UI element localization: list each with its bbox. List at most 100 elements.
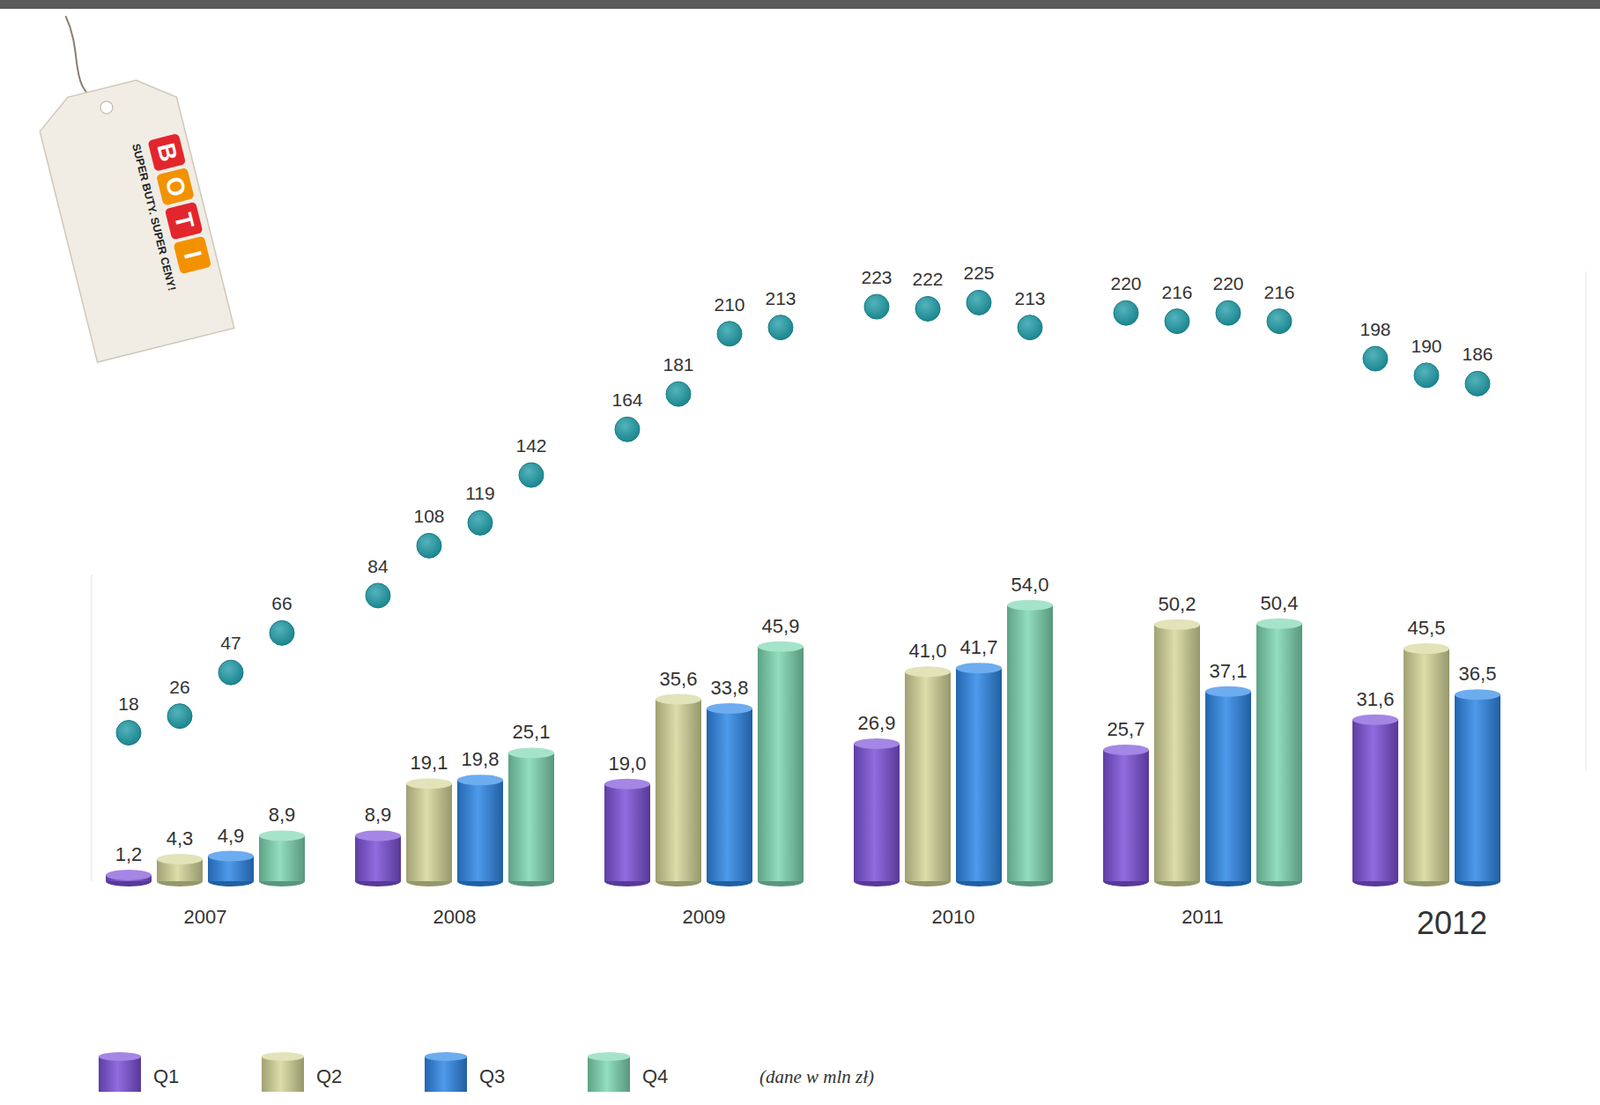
bar-label: 8,9 — [268, 803, 297, 826]
legend-swatch-top — [98, 1051, 141, 1061]
bar-label: 4,9 — [217, 824, 245, 847]
dot — [167, 703, 193, 729]
bar-label: 19,8 — [461, 748, 500, 771]
bar-body — [508, 752, 555, 882]
bar-top — [508, 747, 555, 758]
bar-label: 19,0 — [608, 752, 647, 775]
bar-top — [259, 829, 305, 841]
bar-label: 50,2 — [1158, 592, 1197, 615]
bar — [853, 738, 900, 887]
bar — [1256, 618, 1303, 887]
dot-label: 216 — [1263, 281, 1295, 303]
bar-body — [1256, 623, 1303, 882]
bar — [105, 869, 152, 887]
bar — [904, 666, 951, 887]
dot — [269, 620, 295, 645]
dot-label: 213 — [1014, 288, 1045, 309]
bar — [1454, 688, 1501, 887]
bar — [1403, 643, 1450, 887]
dot — [1414, 362, 1439, 388]
bar-label: 35,6 — [659, 667, 698, 690]
bar — [406, 777, 452, 887]
bar-top — [1103, 744, 1149, 756]
dot — [1017, 315, 1043, 341]
y-axis-line — [1585, 271, 1587, 771]
dot-label: 26 — [169, 676, 190, 697]
slogan: SUPER BUTY. SUPER CENY! — [129, 142, 178, 293]
bar — [604, 778, 651, 887]
bar-label: 25,1 — [512, 720, 551, 743]
bar-top — [1454, 688, 1501, 700]
legend-swatch-top — [587, 1051, 630, 1061]
bar — [955, 662, 1002, 887]
tag-card — [33, 71, 235, 363]
dot — [1465, 370, 1490, 396]
brand-letter: T — [169, 209, 200, 231]
bar — [457, 774, 504, 887]
bar-top — [207, 851, 254, 862]
bar-top — [1403, 643, 1450, 654]
subtitle: (dane w mln zł) — [759, 1066, 875, 1088]
category-label: 2008 — [433, 905, 477, 928]
legend-label: Q3 — [479, 1065, 505, 1088]
bar — [1154, 619, 1200, 887]
dot — [116, 720, 141, 746]
bar — [355, 829, 401, 887]
bar-body — [259, 835, 305, 882]
bar-top — [853, 738, 900, 749]
bar-label: 41,0 — [909, 639, 948, 662]
legend-item: Q3 — [424, 1051, 505, 1092]
category-label: 2011 — [1181, 905, 1223, 928]
bar-body — [955, 667, 1002, 882]
bar-label: 37,1 — [1209, 659, 1248, 682]
bar-body — [853, 743, 900, 882]
bar-body — [406, 783, 452, 882]
bar-body — [1403, 648, 1450, 882]
bar-body — [1205, 691, 1252, 882]
bar — [207, 851, 254, 887]
bar — [1103, 744, 1149, 887]
bar-label: 4,3 — [166, 827, 194, 850]
y-axis-line — [91, 574, 93, 882]
bar-top — [706, 703, 753, 714]
brand-box — [147, 133, 186, 172]
bar — [655, 694, 702, 887]
dot — [966, 289, 992, 315]
bar-top — [757, 641, 804, 652]
dot-label: 190 — [1410, 335, 1442, 356]
legend-swatch — [424, 1056, 467, 1092]
dot — [416, 533, 442, 558]
dot-label: 223 — [860, 266, 892, 288]
legend-item: Q4 — [587, 1051, 668, 1092]
category-label: 2009 — [682, 905, 726, 928]
bar-body — [655, 699, 702, 882]
dot — [768, 315, 793, 341]
bar-top — [105, 869, 152, 881]
bar-body — [1352, 719, 1399, 882]
bar-body — [1154, 624, 1200, 882]
bar-label: 31,6 — [1356, 688, 1395, 711]
dot-label: 84 — [367, 555, 389, 577]
category-label: 2010 — [932, 905, 976, 928]
bar-label: 45,9 — [762, 614, 800, 638]
bar — [757, 641, 804, 887]
bar-top — [156, 853, 203, 865]
logo-tag: BOTISUPER BUTY. SUPER CENY! — [14, 0, 235, 363]
bar-label: 41,7 — [960, 636, 999, 659]
dot — [864, 294, 889, 319]
bar-label: 36,5 — [1459, 662, 1497, 685]
dot-labels: 1826476684108119142164181210213223222225… — [118, 262, 1493, 713]
bar-label: 45,5 — [1407, 616, 1446, 639]
dot-label: 210 — [713, 294, 745, 315]
dot — [1113, 300, 1139, 326]
bar-label: 33,8 — [711, 676, 749, 699]
bar-label: 54,0 — [1011, 573, 1050, 596]
dot-label: 220 — [1212, 273, 1244, 294]
bar-labels: 1,28,919,026,925,731,64,319,135,641,050,… — [115, 573, 1497, 866]
bar-top — [604, 778, 651, 790]
dot-label: 181 — [662, 354, 694, 375]
bars — [105, 600, 1501, 887]
dot-label: 18 — [118, 693, 139, 714]
dot-label: 142 — [515, 435, 547, 456]
brand-letter: I — [178, 248, 208, 262]
